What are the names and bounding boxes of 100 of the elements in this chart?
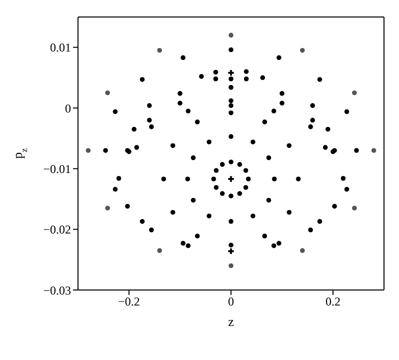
point xyxy=(132,126,136,132)
point xyxy=(161,176,166,182)
point xyxy=(228,32,234,38)
point xyxy=(206,140,212,144)
point xyxy=(262,120,268,124)
point xyxy=(228,194,234,198)
point xyxy=(228,242,234,248)
x-tick-label: −0.2 xyxy=(118,294,140,309)
point xyxy=(237,162,242,167)
point xyxy=(286,210,292,215)
x-axis-title: z xyxy=(228,314,234,329)
point xyxy=(178,100,182,106)
point xyxy=(271,243,276,248)
point xyxy=(250,140,256,144)
point xyxy=(220,191,225,196)
point xyxy=(260,75,266,80)
point xyxy=(214,168,219,173)
point xyxy=(186,108,191,114)
point xyxy=(206,214,212,218)
point xyxy=(354,148,359,153)
point xyxy=(317,77,322,82)
point xyxy=(228,84,234,90)
y-tick-label: 0.01 xyxy=(50,40,71,55)
point xyxy=(262,234,268,238)
point xyxy=(213,70,218,75)
point xyxy=(317,219,322,224)
point xyxy=(228,98,234,104)
point xyxy=(180,240,186,246)
point xyxy=(190,198,196,203)
point xyxy=(308,124,313,130)
point xyxy=(140,219,145,224)
point xyxy=(310,118,315,123)
y-tick-label: −0.02 xyxy=(43,222,71,237)
x-tick-label: 0 xyxy=(228,294,234,309)
point xyxy=(213,76,218,82)
point xyxy=(300,248,305,253)
point xyxy=(237,191,242,196)
point xyxy=(286,143,292,148)
point xyxy=(308,228,313,232)
point xyxy=(228,160,234,164)
point xyxy=(211,176,216,182)
point xyxy=(186,243,191,248)
point xyxy=(280,91,284,96)
point xyxy=(116,176,122,181)
point xyxy=(250,214,256,218)
point xyxy=(276,55,282,60)
point xyxy=(322,145,328,150)
point xyxy=(112,109,118,114)
point xyxy=(228,134,234,139)
point xyxy=(332,204,337,209)
point xyxy=(272,176,277,182)
point xyxy=(310,103,315,108)
point xyxy=(300,48,305,53)
point xyxy=(149,228,154,232)
point xyxy=(185,176,190,182)
point xyxy=(228,110,234,116)
point xyxy=(105,90,110,96)
point xyxy=(280,100,284,106)
point xyxy=(352,90,357,96)
y-tick-label: −0.01 xyxy=(43,162,71,176)
point xyxy=(140,77,145,82)
point xyxy=(244,69,249,74)
point xyxy=(194,120,200,124)
point xyxy=(194,234,200,238)
point xyxy=(371,148,376,153)
point xyxy=(125,204,130,209)
point xyxy=(352,206,357,210)
point xyxy=(105,206,110,210)
point xyxy=(86,148,91,153)
point xyxy=(276,240,282,246)
point xyxy=(103,148,108,153)
point xyxy=(190,155,196,160)
point xyxy=(266,155,272,160)
point xyxy=(244,76,249,82)
point xyxy=(157,48,162,53)
point xyxy=(271,108,276,114)
x-tick-label: 0.2 xyxy=(326,294,340,309)
point xyxy=(326,126,330,132)
point xyxy=(243,168,248,173)
point xyxy=(340,176,346,181)
point xyxy=(266,198,272,203)
point xyxy=(296,176,301,182)
point xyxy=(157,248,162,253)
point xyxy=(228,176,234,182)
point xyxy=(228,70,234,76)
point xyxy=(344,109,350,114)
point xyxy=(147,103,152,108)
point xyxy=(243,185,248,190)
point xyxy=(246,176,251,182)
point xyxy=(228,47,234,52)
point xyxy=(228,263,234,268)
point xyxy=(180,55,186,60)
point xyxy=(228,76,234,82)
point xyxy=(149,124,154,130)
point xyxy=(228,248,234,254)
point xyxy=(112,186,118,192)
point xyxy=(214,185,219,190)
y-tick-label: −0.03 xyxy=(43,283,71,298)
point xyxy=(147,118,152,123)
point xyxy=(220,162,225,167)
